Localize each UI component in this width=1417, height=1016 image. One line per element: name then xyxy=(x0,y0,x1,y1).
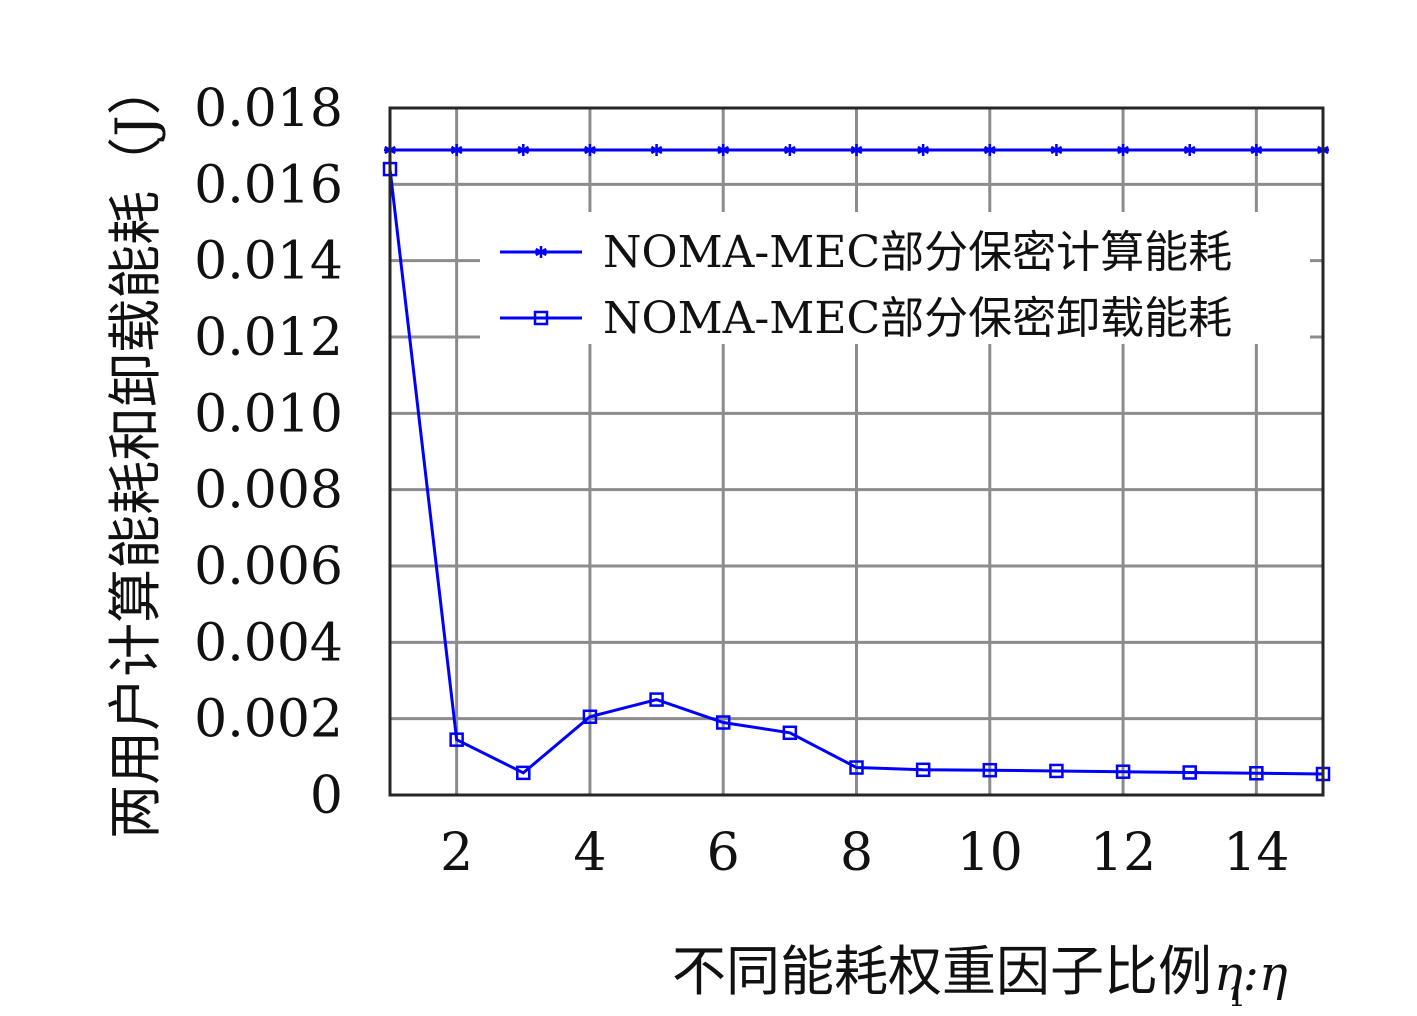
asterisk-marker xyxy=(1117,143,1130,156)
series-layer xyxy=(382,143,1331,782)
square-marker xyxy=(516,765,531,781)
y-tick-label: 0 xyxy=(310,766,343,826)
asterisk-marker xyxy=(450,143,463,156)
x-tick-label: 4 xyxy=(573,823,606,883)
asterisk-marker xyxy=(783,143,796,156)
y-tick-label: 0.004 xyxy=(194,613,343,673)
square-marker xyxy=(982,762,998,778)
y-tick-label: 0.010 xyxy=(194,384,343,444)
square-marker xyxy=(1115,764,1131,779)
square-marker xyxy=(915,762,931,778)
asterisk-marker xyxy=(717,143,730,156)
legend-item: NOMA-MEC部分保密计算能耗 xyxy=(500,227,1232,278)
x-axis-label-subscript: 1 xyxy=(1228,980,1246,1013)
square-marker xyxy=(533,310,549,326)
square-marker xyxy=(1049,763,1064,779)
legend-item: NOMA-MEC部分保密卸载能耗 xyxy=(500,293,1232,344)
legend-items: NOMA-MEC部分保密计算能耗 NOMA-MEC部分保密卸载能耗 xyxy=(500,227,1232,344)
asterisk-marker xyxy=(535,246,547,258)
y-tick-label: 0.018 xyxy=(194,79,343,139)
x-tick-labels: 2 4 6 8 10 12 14 xyxy=(440,823,1289,883)
asterisk-marker xyxy=(917,143,930,156)
y-tick-label: 0.012 xyxy=(194,308,343,368)
plot-frame xyxy=(388,106,1325,797)
x-tick-label: 14 xyxy=(1223,823,1289,883)
asterisk-marker xyxy=(1050,143,1063,156)
asterisk-marker xyxy=(517,143,530,156)
square-marker xyxy=(782,725,798,741)
y-axis-label: 两用户计算能耗和卸载能耗（J） xyxy=(104,61,167,839)
asterisk-marker xyxy=(850,143,863,156)
square-marker xyxy=(1249,765,1264,781)
x-tick-label: 12 xyxy=(1090,823,1156,883)
y-tick-label: 0.002 xyxy=(194,690,343,750)
asterisk-marker xyxy=(650,143,663,156)
legend-box xyxy=(480,212,1310,344)
x-axis-label-math: η:η xyxy=(1214,946,1288,1002)
square-marker xyxy=(849,760,864,775)
series-line xyxy=(388,168,1324,776)
square-marker xyxy=(582,709,598,725)
x-tick-label: 6 xyxy=(707,823,740,883)
x-tick-label: 10 xyxy=(957,823,1023,883)
x-tick-label: 2 xyxy=(440,823,473,883)
legend-label: NOMA-MEC部分保密卸载能耗 xyxy=(603,293,1232,344)
x-axis-label: 不同能耗权重因子比例 xyxy=(672,940,1212,1003)
y-tick-labels: 0 0.002 0.004 0.006 0.008 0.010 0.012 0.014 0.01… xyxy=(194,79,343,826)
legend: NOMA-MEC部分保密计算能耗 NOMA-MEC部分保密卸载能耗 xyxy=(480,212,1310,344)
square-marker xyxy=(1182,765,1197,780)
asterisk-marker xyxy=(1250,143,1263,156)
y-tick-label: 0.014 xyxy=(194,232,343,292)
square-marker xyxy=(649,692,664,707)
square-marker xyxy=(449,732,464,747)
y-tick-label: 0.008 xyxy=(194,461,343,521)
asterisk-marker xyxy=(1183,143,1196,156)
asterisk-marker xyxy=(983,143,996,156)
y-tick-label: 0.016 xyxy=(194,155,343,215)
x-tick-label: 8 xyxy=(840,823,873,883)
asterisk-marker xyxy=(583,143,596,156)
y-tick-label: 0.006 xyxy=(194,537,343,597)
square-marker xyxy=(715,715,731,730)
legend-label: NOMA-MEC部分保密计算能耗 xyxy=(603,227,1232,278)
